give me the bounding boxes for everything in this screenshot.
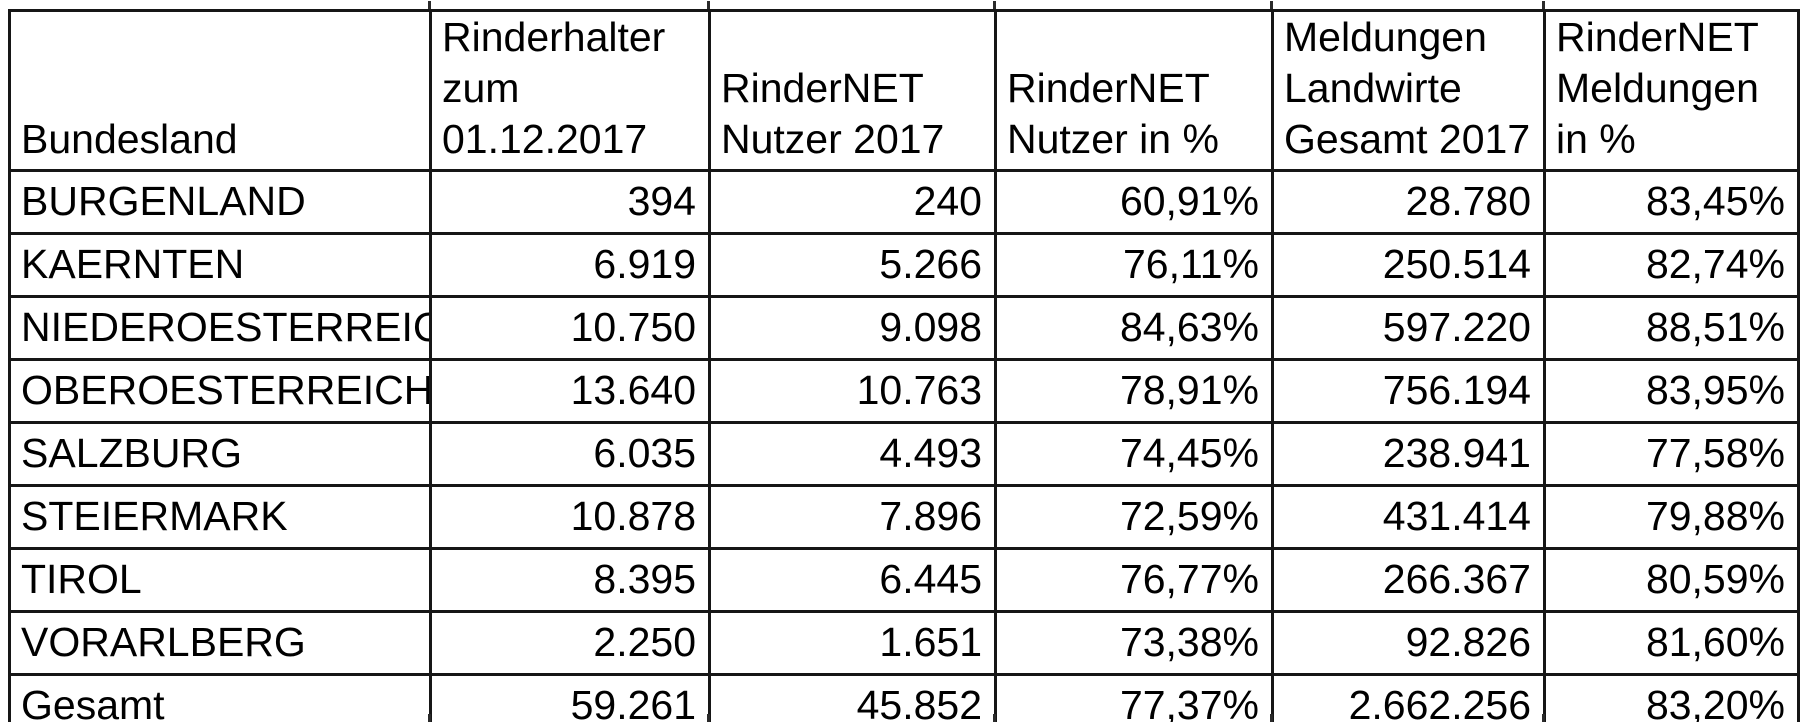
- cell-meldungen-pct: 88,51%: [1543, 295, 1800, 361]
- cell-rindernet-nutzer: 4.493: [708, 421, 997, 487]
- gridline-artifact-tick: [428, 714, 431, 722]
- cell-nutzer-pct: 60,91%: [994, 169, 1274, 235]
- cell-rindernet-nutzer: 9.098: [708, 295, 997, 361]
- cell-nutzer-pct: 84,63%: [994, 295, 1274, 361]
- gridline-artifact-tick: [1542, 714, 1545, 722]
- table-row-niederoesterreich: NIEDEROESTERREICH 10.750 9.098 84,63% 59…: [8, 295, 1800, 361]
- cell-bundesland: VORARLBERG: [8, 610, 432, 676]
- cell-meldungen-gesamt: 597.220: [1271, 295, 1546, 361]
- cell-bundesland: NIEDEROESTERREICH: [8, 295, 432, 361]
- cell-meldungen-pct: 81,60%: [1543, 610, 1800, 676]
- cell-meldungen-pct: 83,45%: [1543, 169, 1800, 235]
- cell-rindernet-nutzer: 5.266: [708, 232, 997, 298]
- gridline-artifact-tick: [993, 1, 996, 9]
- column-header-meldungen-gesamt: Meldungen Landwirte Gesamt 2017: [1271, 9, 1546, 172]
- gridline-artifact-tick: [428, 1, 431, 9]
- gridline-artifact-tick: [1270, 1, 1273, 9]
- cell-rindernet-nutzer: 10.763: [708, 358, 997, 424]
- cell-nutzer-pct: 73,38%: [994, 610, 1274, 676]
- cell-rinderhalter: 394: [429, 169, 711, 235]
- table-row-tirol: TIROL 8.395 6.445 76,77% 266.367 80,59%: [8, 547, 1800, 613]
- column-header-rindernet-meldungen-pct: RinderNET Meldungen in %: [1543, 9, 1800, 172]
- column-header-bundesland: Bundesland: [8, 9, 432, 172]
- cell-nutzer-pct: 72,59%: [994, 484, 1274, 550]
- cell-rinderhalter: 2.250: [429, 610, 711, 676]
- cell-bundesland: OBEROESTERREICH: [8, 358, 432, 424]
- cell-meldungen-pct: 83,95%: [1543, 358, 1800, 424]
- cell-rinderhalter: 6.035: [429, 421, 711, 487]
- cell-bundesland: TIROL: [8, 547, 432, 613]
- cell-bundesland: BURGENLAND: [8, 169, 432, 235]
- cell-rinderhalter: 59.261: [429, 673, 711, 722]
- cell-meldungen-gesamt: 92.826: [1271, 610, 1546, 676]
- cell-meldungen-pct: 83,20%: [1543, 673, 1800, 722]
- cell-rinderhalter: 8.395: [429, 547, 711, 613]
- table-row-oberoesterreich: OBEROESTERREICH 13.640 10.763 78,91% 756…: [8, 358, 1800, 424]
- cell-bundesland: STEIERMARK: [8, 484, 432, 550]
- table-row-steiermark: STEIERMARK 10.878 7.896 72,59% 431.414 7…: [8, 484, 1800, 550]
- cell-nutzer-pct: 74,45%: [994, 421, 1274, 487]
- cell-rindernet-nutzer: 45.852: [708, 673, 997, 722]
- table-row-vorarlberg: VORARLBERG 2.250 1.651 73,38% 92.826 81,…: [8, 610, 1800, 676]
- cell-meldungen-pct: 82,74%: [1543, 232, 1800, 298]
- cell-rindernet-nutzer: 1.651: [708, 610, 997, 676]
- cell-rinderhalter: 13.640: [429, 358, 711, 424]
- cell-nutzer-pct: 76,11%: [994, 232, 1274, 298]
- gridline-artifact-tick: [1542, 1, 1545, 9]
- column-header-rinderhalter: Rinderhalter zum 01.12.2017: [429, 9, 711, 172]
- cell-rindernet-nutzer: 6.445: [708, 547, 997, 613]
- cell-bundesland: SALZBURG: [8, 421, 432, 487]
- cell-rinderhalter: 10.878: [429, 484, 711, 550]
- cell-rindernet-nutzer: 240: [708, 169, 997, 235]
- table-row-salzburg: SALZBURG 6.035 4.493 74,45% 238.941 77,5…: [8, 421, 1800, 487]
- gridline-artifact-tick: [707, 714, 710, 722]
- cell-meldungen-gesamt: 28.780: [1271, 169, 1546, 235]
- cell-meldungen-gesamt: 431.414: [1271, 484, 1546, 550]
- cell-meldungen-gesamt: 756.194: [1271, 358, 1546, 424]
- cell-rinderhalter: 10.750: [429, 295, 711, 361]
- table-row-gesamt-total: Gesamt 59.261 45.852 77,37% 2.662.256 83…: [8, 673, 1800, 722]
- gridline-artifact-tick: [1270, 714, 1273, 722]
- cell-meldungen-pct: 79,88%: [1543, 484, 1800, 550]
- cell-nutzer-pct: 78,91%: [994, 358, 1274, 424]
- cell-rinderhalter: 6.919: [429, 232, 711, 298]
- cell-nutzer-pct: 76,77%: [994, 547, 1274, 613]
- cell-meldungen-gesamt: 266.367: [1271, 547, 1546, 613]
- gridline-artifact-tick: [993, 714, 996, 722]
- cell-meldungen-gesamt: 2.662.256: [1271, 673, 1546, 722]
- column-header-rindernet-nutzer-pct: RinderNET Nutzer in %: [994, 9, 1274, 172]
- column-header-rindernet-nutzer: RinderNET Nutzer 2017: [708, 9, 997, 172]
- table-row-kaernten: KAERNTEN 6.919 5.266 76,11% 250.514 82,7…: [8, 232, 1800, 298]
- table-row-burgenland: BURGENLAND 394 240 60,91% 28.780 83,45%: [8, 169, 1800, 235]
- cell-bundesland: Gesamt: [8, 673, 432, 722]
- cell-nutzer-pct: 77,37%: [994, 673, 1274, 722]
- cell-meldungen-gesamt: 238.941: [1271, 421, 1546, 487]
- header-row: Bundesland Rinderhalter zum 01.12.2017 R…: [8, 9, 1800, 172]
- cell-meldungen-pct: 77,58%: [1543, 421, 1800, 487]
- cell-rindernet-nutzer: 7.896: [708, 484, 997, 550]
- cell-bundesland: KAERNTEN: [8, 232, 432, 298]
- cell-meldungen-pct: 80,59%: [1543, 547, 1800, 613]
- rindernet-usage-table: Bundesland Rinderhalter zum 01.12.2017 R…: [8, 9, 1800, 722]
- gridline-artifact-tick: [707, 1, 710, 9]
- cell-meldungen-gesamt: 250.514: [1271, 232, 1546, 298]
